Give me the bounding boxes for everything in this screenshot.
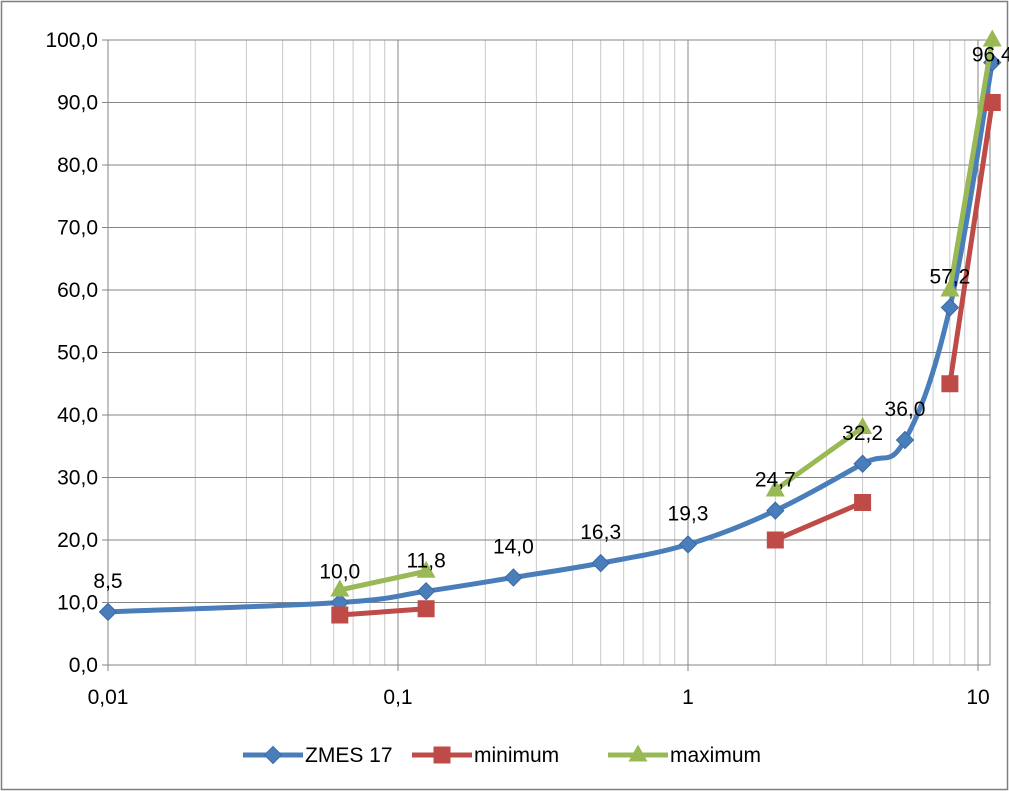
- x-tick-label: 1: [682, 686, 694, 709]
- legend-label: minimum: [474, 744, 559, 767]
- y-tick-label: 30,0: [57, 467, 98, 490]
- data-point: [766, 501, 785, 520]
- data-label: 57,2: [929, 266, 970, 289]
- series-line: [947, 102, 995, 385]
- legend-item-minimum: minimum: [412, 744, 559, 767]
- data-point: [331, 606, 349, 624]
- series-line: [773, 425, 865, 493]
- data-label: 10,0: [319, 561, 360, 584]
- y-tick-label: 20,0: [57, 529, 98, 552]
- series-line: [947, 39, 995, 291]
- legend-marker: [433, 746, 451, 764]
- data-point: [416, 582, 436, 601]
- series-line: [774, 500, 864, 543]
- legend-marker: [628, 744, 648, 762]
- series-line: [339, 606, 427, 618]
- data-point: [766, 531, 784, 549]
- data-point: [98, 602, 118, 622]
- y-axis-tick-labels: 0,0 10,0 20,0 30,0 40,0 50,0 60,0 70,0 80,0 90,0 1…: [45, 29, 108, 677]
- y-tick-label: 80,0: [57, 154, 98, 177]
- data-label: 11,8: [406, 549, 445, 572]
- data-label: 19,3: [668, 502, 709, 525]
- series-maximum: [330, 29, 1002, 597]
- y-tick-label: 40,0: [57, 404, 98, 427]
- x-axis-tick-labels: 0,01 0,1 1 10: [88, 665, 990, 709]
- data-point: [853, 454, 872, 473]
- data-label: 96,4: [972, 44, 1009, 67]
- data-point: [940, 279, 960, 297]
- y-tick-label: 10,0: [57, 592, 98, 615]
- legend-marker: [263, 745, 283, 765]
- data-point: [416, 560, 436, 578]
- y-tick-label: 90,0: [57, 92, 98, 115]
- series-layer: [98, 29, 1002, 624]
- data-point: [678, 535, 698, 554]
- data-label: 8,5: [93, 570, 122, 593]
- data-label: 24,7: [755, 469, 796, 492]
- legend-item-zmes-17: ZMES 17: [243, 744, 393, 767]
- data-point: [941, 375, 959, 393]
- data-label: 32,2: [842, 422, 883, 445]
- legend: ZMES 17 minimum maximum: [243, 744, 761, 767]
- legend-item-maximum: maximum: [608, 744, 761, 767]
- y-tick-label: 60,0: [57, 279, 98, 302]
- x-tick-label: 10: [966, 686, 989, 709]
- x-tick-label: 0,1: [383, 686, 412, 709]
- data-point: [504, 568, 523, 587]
- data-point: [940, 298, 960, 317]
- data-point: [853, 416, 873, 434]
- data-label: 36,0: [885, 398, 926, 421]
- data-point: [895, 430, 915, 450]
- data-label: 14,0: [493, 536, 534, 559]
- series-minimum: [331, 94, 1001, 624]
- y-tick-label: 0,0: [69, 654, 98, 677]
- x-tick-label: 0,01: [88, 686, 129, 709]
- data-point: [983, 94, 1001, 111]
- legend-label: maximum: [670, 744, 761, 767]
- y-tick-label: 50,0: [57, 342, 98, 365]
- data-point: [982, 29, 1002, 47]
- legend-label: ZMES 17: [305, 744, 393, 767]
- data-point: [591, 553, 610, 573]
- data-point: [765, 479, 785, 497]
- y-tick-label: 100,0: [45, 29, 98, 52]
- data-point: [330, 579, 350, 597]
- data-labels: 8,5 10,0 11,8 14,0 16,3 19,3 24,7 32,236,0 57,2 9…: [93, 44, 1009, 593]
- y-tick-label: 70,0: [57, 217, 98, 240]
- data-point: [417, 600, 435, 618]
- data-point: [854, 494, 872, 511]
- series-line: [339, 568, 427, 593]
- data-label: 16,3: [580, 521, 621, 544]
